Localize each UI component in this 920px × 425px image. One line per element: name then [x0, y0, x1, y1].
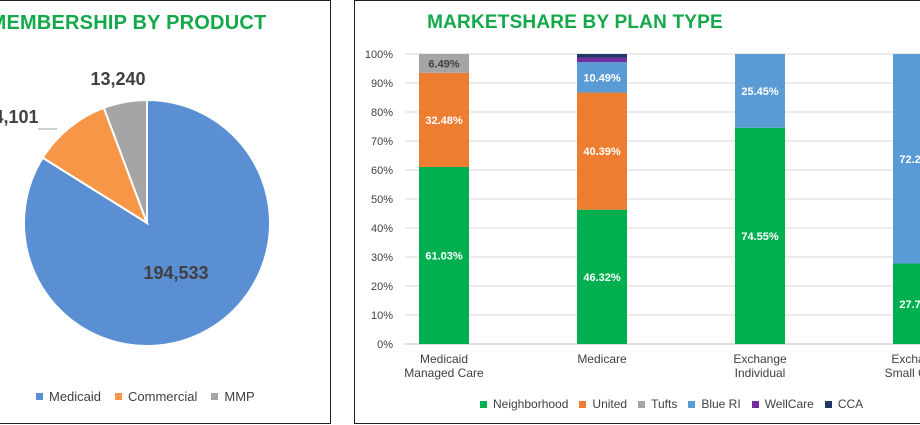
legend-label: Medicaid — [49, 389, 102, 404]
bar-segment-blue-ri — [577, 62, 627, 93]
y-tick-label: 40% — [371, 223, 393, 235]
x-category-label: Medicaid — [420, 352, 468, 366]
pie-slice-commercial — [41, 106, 149, 226]
legend-swatch — [36, 393, 43, 400]
bar-legend-item-tufts: Tufts — [638, 397, 677, 411]
y-tick-label: 0% — [377, 339, 393, 351]
pie-data-label-commercial: 24,101 — [0, 107, 39, 127]
pie-legend-item-mmp: MMP — [211, 389, 255, 404]
legend-swatch — [751, 400, 759, 408]
pie-data-label-medicaid: 194,533 — [143, 263, 208, 283]
pie-legend: Medicaid Commercial MMP — [36, 389, 269, 404]
x-category-label: Individual — [735, 366, 786, 380]
y-tick-label: 70% — [371, 136, 393, 148]
legend-swatch — [211, 393, 219, 400]
bar-data-label-united: 40.39% — [583, 146, 621, 158]
bar-legend: Neighborhood United Tufts Blue RI WellCare CC… — [480, 397, 874, 411]
legend-swatch — [824, 400, 832, 408]
legend-label: United — [592, 397, 628, 411]
y-tick-label: 30% — [371, 252, 393, 264]
bar-legend-item-blue-ri: Blue RI — [688, 397, 741, 411]
legend-swatch — [638, 400, 646, 408]
y-tick-label: 50% — [371, 194, 393, 206]
bar-legend-item-neighborhood: Neighborhood — [480, 397, 568, 411]
marketshare-bar-panel: MARKETSHARE BY PLAN TYPE 0% 10% 20% 30% 40% 5… — [354, 0, 920, 424]
x-category-label: Exchange — [891, 352, 920, 366]
legend-swatch — [480, 400, 487, 408]
stacked-bar-chart: 0% 10% 20% 30% 40% 50% 60% 70% 80% 90% 100% 61.03% 3… — [365, 49, 920, 380]
bar-segment-united — [419, 72, 469, 168]
pie-data-label-mmp: 13,240 — [90, 69, 145, 89]
pie-slice-mmp — [102, 98, 148, 224]
bar-data-label-neighborhood: 27.75% — [899, 299, 920, 311]
bar-data-label-neighborhood: 46.32% — [583, 272, 621, 284]
legend-label: WellCare — [764, 397, 814, 411]
bar-data-label-blue-ri: 25.45% — [741, 86, 779, 98]
bar-segment-united — [577, 92, 627, 210]
bar-data-label-neighborhood: 74.55% — [741, 231, 779, 243]
legend-label: Blue RI — [701, 397, 741, 411]
bar-segment-blue-ri — [893, 54, 920, 264]
bar-segment-neighborhood — [893, 263, 920, 344]
legend-label: MMP — [224, 389, 255, 404]
y-tick-label: 20% — [371, 281, 393, 293]
bar-legend-item-united: United — [579, 397, 627, 411]
pie-chart-title: MEMBERSHIP BY PRODUCT — [0, 12, 267, 34]
legend-swatch — [115, 393, 123, 400]
pie-legend-item-medicaid: Medicaid — [36, 389, 101, 404]
legend-swatch — [579, 400, 587, 408]
bar-data-label-neighborhood: 61.03% — [425, 251, 463, 263]
y-tick-label: 60% — [371, 165, 393, 177]
x-category-label: Managed Care — [404, 366, 484, 380]
bar-segment-neighborhood — [577, 209, 627, 344]
membership-pie-panel: MEMBERSHIP BY PRODUCT 194,533 24,101 13,24… — [0, 0, 331, 424]
legend-label: Commercial — [128, 389, 198, 404]
bar-segment-neighborhood — [735, 127, 785, 345]
legend-label: CCA — [837, 397, 864, 411]
bar-data-label-tufts: 6.49% — [428, 58, 459, 70]
bar-legend-item-wellcare: WellCare — [751, 397, 814, 411]
x-category-label: Exchange — [733, 352, 787, 366]
bar-legend-item-cca: CCA — [824, 397, 864, 411]
bar-segment-cca — [577, 54, 627, 58]
y-tick-label: 100% — [365, 49, 393, 61]
bar-segment-wellcare — [577, 57, 627, 63]
bar-data-label-blue-ri: 10.49% — [583, 72, 621, 84]
bar-segment-neighborhood — [419, 167, 469, 344]
bar-chart-title: MARKETSHARE BY PLAN TYPE — [427, 12, 723, 33]
pie-chart: 194,533 24,101 13,240 — [0, 69, 271, 347]
x-category-label: Medicare — [577, 352, 627, 366]
legend-label: Neighborhood — [493, 397, 569, 411]
y-tick-label: 90% — [371, 78, 393, 90]
legend-label: Tufts — [651, 397, 678, 411]
x-category-label: Small Group — [885, 366, 920, 380]
y-tick-label: 10% — [371, 310, 393, 322]
bar-segment-blue-ri — [735, 54, 785, 128]
bar-data-label-united: 32.48% — [425, 115, 463, 127]
bar-data-label-blue-ri: 72.25% — [899, 154, 920, 166]
y-tick-label: 80% — [371, 107, 393, 119]
legend-swatch — [688, 400, 696, 408]
pie-legend-item-commercial: Commercial — [115, 389, 197, 404]
bar-segment-tufts — [419, 54, 469, 73]
